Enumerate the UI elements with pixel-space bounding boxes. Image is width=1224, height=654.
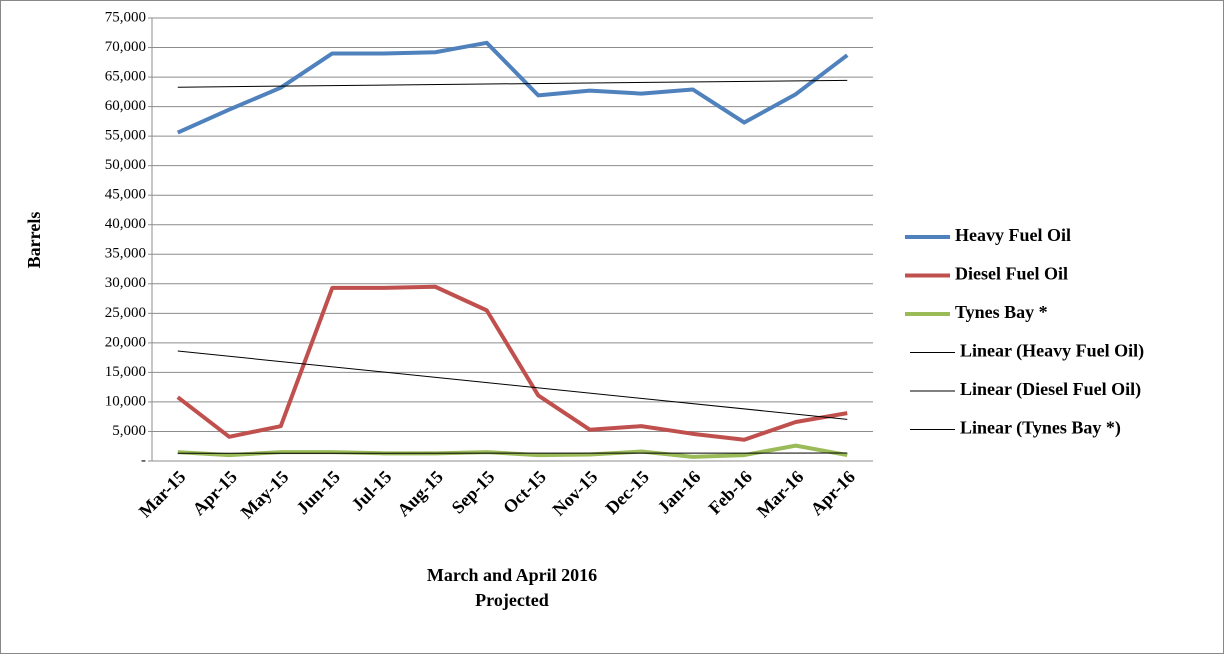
y-tick-label: 20,000 [105,334,146,350]
y-tick-label: 50,000 [105,157,146,173]
y-tick-label: 35,000 [105,246,146,262]
legend-label: Linear (Diesel Fuel Oil) [960,379,1141,400]
y-tick-label: 75,000 [105,9,146,25]
y-tick-label: - [141,452,146,468]
y-tick-label: 15,000 [105,364,146,380]
y-tick-label: 30,000 [105,275,146,291]
legend-label: Diesel Fuel Oil [955,264,1068,284]
y-axis-title: Barrels [24,212,44,269]
legend-label: Linear (Tynes Bay *) [960,418,1121,439]
y-tick-label: 70,000 [105,39,146,55]
y-tick-label: 45,000 [105,187,146,203]
y-tick-label: 65,000 [105,69,146,85]
legend-label: Heavy Fuel Oil [955,225,1071,245]
y-tick-label: 5,000 [112,423,146,439]
legend-label: Linear (Heavy Fuel Oil) [960,341,1144,362]
y-tick-label: 40,000 [105,216,146,232]
series-line [176,40,849,135]
y-tick-label: 55,000 [105,128,146,144]
trendline [177,350,848,420]
legend-label: Tynes Bay * [955,302,1048,322]
y-tick-label: 25,000 [105,305,146,321]
trendline [177,79,848,88]
x-axis-title: March and April 2016 [427,565,597,585]
y-tick-label: 60,000 [105,98,146,114]
x-axis-title: Projected [475,590,549,610]
series-line [176,284,848,442]
y-tick-label: 10,000 [105,393,146,409]
